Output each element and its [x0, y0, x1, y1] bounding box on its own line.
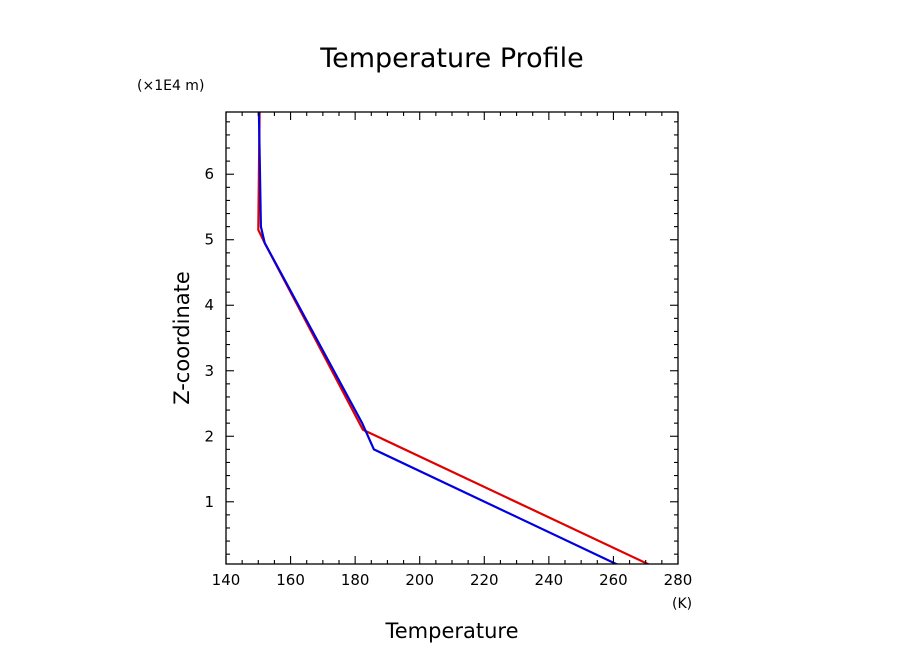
y-tick-label: 4: [204, 296, 214, 314]
y-axis-label: Z-coordinate: [170, 271, 194, 405]
y-tick-label: 6: [204, 165, 214, 183]
x-tick-label: 160: [276, 571, 305, 589]
ticks-layer: 140 160 180 200 220 240 260 280 1 2 3 4 5 6: [204, 112, 692, 589]
x-tick-label: 280: [664, 571, 693, 589]
x-tick-label: 180: [341, 571, 370, 589]
series-layer: [257, 112, 651, 564]
y-tick-label: 3: [204, 362, 214, 380]
y-tick-label: 5: [204, 231, 214, 249]
x-tick-label: 240: [535, 571, 564, 589]
x-tick-label: 220: [470, 571, 499, 589]
x-tick-label: 140: [212, 571, 241, 589]
x-tick-label: 260: [599, 571, 628, 589]
plot-frame: [225, 111, 679, 565]
chart-title: Temperature Profile: [319, 43, 584, 74]
x-tick-label: 200: [405, 571, 434, 589]
x-axis-unit: (K): [672, 596, 692, 612]
y-axis-unit: (×1E4 m): [137, 78, 204, 94]
series-line-2: [257, 112, 619, 564]
x-axis-label: Temperature: [384, 619, 518, 643]
y-tick-label: 1: [204, 493, 214, 511]
y-tick-label: 2: [204, 427, 214, 445]
